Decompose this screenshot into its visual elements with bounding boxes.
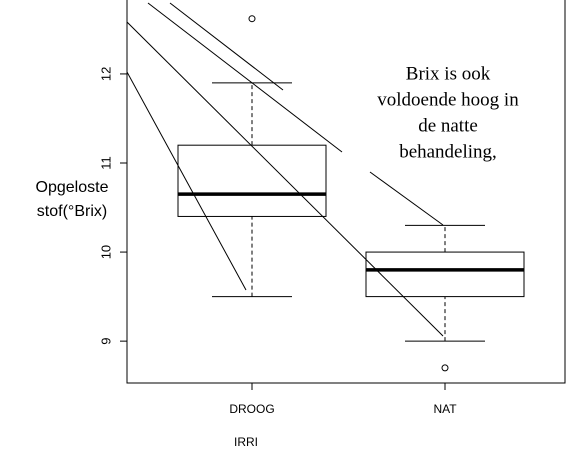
box (177, 144, 327, 217)
callout-line (126, 71, 247, 291)
y-axis-label: Opgeloste (36, 179, 109, 196)
y-tick-label: 9 (98, 338, 113, 345)
y-tick-label: 10 (98, 245, 113, 259)
y-tick-label: 12 (98, 67, 113, 81)
callout-line (126, 21, 444, 337)
callout-line (369, 171, 444, 226)
plot-frame (126, 0, 566, 384)
callout-line (169, 2, 284, 91)
annotation: voldoende hoog in (377, 89, 519, 110)
outlier (248, 15, 256, 23)
annotation: de natte (418, 115, 478, 136)
callout-lines (126, 2, 444, 337)
y-axis-label: stof(°Brix) (37, 203, 107, 220)
outlier (441, 364, 449, 372)
annotation: behandeling, (399, 141, 497, 162)
x-tick-label: DROOG (229, 402, 274, 416)
x-axis-label: IRRI (234, 435, 258, 449)
x-tick-label: NAT (433, 402, 457, 416)
callout-line (147, 2, 343, 153)
annotation: Brix is ook (406, 63, 491, 84)
y-tick-label: 11 (98, 156, 113, 170)
box (365, 251, 525, 298)
